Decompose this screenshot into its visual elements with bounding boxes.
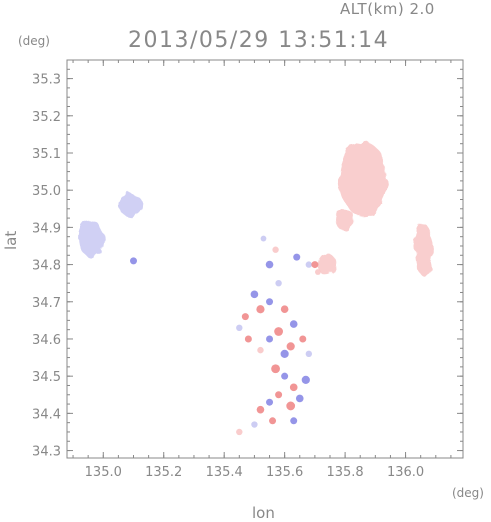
echo-point: [257, 346, 264, 354]
echo-point: [305, 261, 313, 268]
echo-point: [275, 279, 282, 287]
echo-point: [260, 235, 267, 242]
echo-region-north-west-echo: [79, 219, 104, 258]
echo-region-north-east-echo: [339, 141, 388, 217]
echo-point: [271, 364, 280, 374]
echo-point: [311, 261, 319, 269]
chart-title: 2013/05/29 13:51:14: [128, 28, 390, 53]
echo-layer: [79, 141, 433, 436]
echo-point: [256, 305, 265, 314]
echo-point: [289, 383, 298, 392]
echo-point: [269, 417, 277, 425]
echo-point: [250, 290, 259, 299]
echo-region-north-west-echo-2: [118, 193, 143, 217]
y-tick-label: 34.9: [32, 221, 61, 236]
y-axis-unit: (deg): [18, 34, 50, 48]
echo-point: [315, 269, 321, 275]
plot-frame: [66, 59, 464, 459]
y-tick-label: 35.2: [32, 110, 61, 125]
echo-point: [130, 257, 138, 265]
echo-point: [289, 320, 298, 328]
echo-point: [275, 391, 283, 399]
echo-point: [266, 335, 274, 343]
echo-region-north-east-echo-tail: [336, 208, 355, 232]
tick-layer: 135.0 135.2 135.4 135.6 135.8 136.0 34.3 34.4 34…: [32, 59, 463, 480]
echo-point: [265, 260, 274, 269]
x-tick-label: 136.0: [387, 465, 424, 480]
x-tick-label: 135.6: [266, 465, 303, 480]
echo-point: [266, 298, 274, 306]
echo-point: [295, 394, 304, 403]
echo-point: [274, 327, 284, 336]
echo-point: [236, 428, 243, 436]
echo-point: [299, 335, 307, 343]
y-tick-label: 34.8: [32, 259, 61, 274]
y-tick-label: 35.0: [32, 184, 61, 199]
echo-point: [293, 253, 301, 261]
x-tick-label: 135.0: [85, 465, 122, 480]
x-tick-label: 135.8: [326, 465, 363, 480]
echo-point: [286, 342, 295, 351]
x-tick-label: 135.2: [145, 465, 182, 480]
y-tick-label: 34.6: [32, 333, 61, 348]
echo-point: [272, 246, 279, 253]
echo-point: [280, 349, 289, 358]
x-axis-label: lon: [252, 504, 275, 522]
y-tick-label: 34.4: [32, 407, 61, 422]
echo-point: [241, 313, 249, 321]
y-tick-label: 35.3: [32, 73, 61, 88]
y-tick-label: 34.7: [32, 296, 61, 311]
y-tick-label: 34.3: [32, 445, 61, 460]
y-tick-label: 35.1: [32, 147, 61, 162]
echo-point: [281, 372, 289, 380]
altitude-label: ALT(km) 2.0: [340, 0, 435, 18]
x-axis-unit: (deg): [452, 486, 484, 500]
echo-point: [280, 305, 289, 314]
echo-point: [244, 335, 252, 343]
echo-point: [290, 417, 298, 425]
echo-point: [251, 421, 258, 428]
y-tick-label: 34.5: [32, 370, 61, 385]
echo-point: [305, 350, 313, 358]
echo-region-mid-east-echo: [317, 253, 337, 276]
echo-point: [266, 398, 274, 406]
echo-point: [286, 401, 296, 411]
echo-point: [236, 324, 243, 332]
x-tick-label: 135.4: [206, 465, 243, 480]
echo-point: [301, 375, 310, 384]
echo-region-east-echo: [414, 223, 433, 276]
echo-point: [256, 405, 265, 414]
